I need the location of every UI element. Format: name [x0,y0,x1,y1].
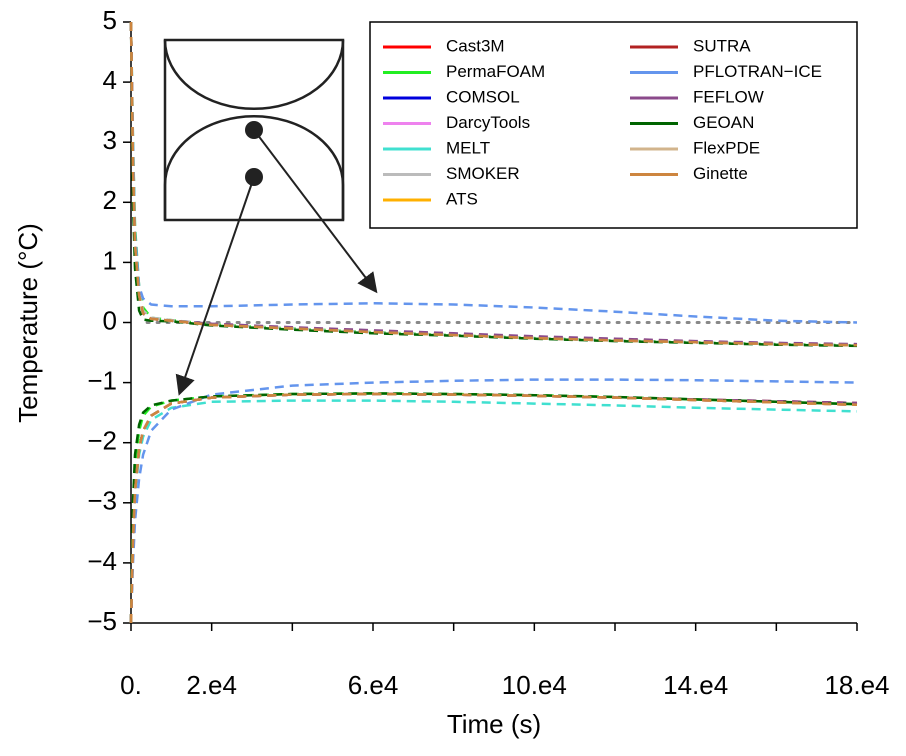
x-tick-label: 10.e4 [502,670,567,700]
series-line [129,392,858,624]
y-tick-label: −1 [87,365,117,395]
y-tick-label: −3 [87,486,117,516]
y-tick-label: −4 [87,546,117,576]
series-line [129,392,858,624]
inset-arrow [253,129,378,294]
x-tick-label: 2.e4 [186,670,237,700]
series-line [129,392,858,624]
legend-label: DarcyTools [446,113,530,132]
legend-box [369,21,858,229]
y-tick-label: 0 [103,305,117,335]
y-tick-label: 3 [103,125,117,155]
inset-schematic [163,38,378,396]
series-line [129,399,858,624]
legend-label: Cast3M [446,36,505,55]
y-tick-label: −5 [87,606,117,636]
series-line [129,392,858,624]
legend-label: MELT [446,138,490,157]
legend-label: FEFLOW [693,87,764,106]
y-tick-label: 2 [103,185,117,215]
legend-label: COMSOL [446,87,520,106]
legend-label: ATS [446,189,478,208]
y-tick-label: −2 [87,426,117,456]
series-line [129,392,858,624]
series-line [129,392,858,624]
inset-arc [163,114,345,220]
series-line [129,21,858,348]
x-tick-label: 0. [120,670,142,700]
legend-label: SUTRA [693,36,751,55]
series-line [129,392,858,624]
x-tick-label: 6.e4 [348,670,399,700]
plot-area: −5 −4 −3 −2 −1 0 1 2 3 4 5 0. 2.e4 6.e4 10.e4 14.e4 18.e… [87,5,889,700]
x-tick-label: 14.e4 [663,670,728,700]
inset-arrow [175,176,255,396]
legend-label: PFLOTRAN−ICE [693,62,822,81]
legend-label: PermaFOAM [446,62,545,81]
legend: Cast3M PermaFOAM COMSOL DarcyTools MELT SMOKE… [383,36,822,208]
y-tick-label: 4 [103,65,117,95]
series-line [129,392,858,624]
y-tick-label: 5 [103,5,117,35]
legend-label: SMOKER [446,164,520,183]
series-line [129,21,858,347]
legend-label: FlexPDE [693,138,760,157]
x-tick-label: 18.e4 [824,670,889,700]
y-tick-label: 1 [103,245,117,275]
x-axis-label: Time (s) [447,709,541,739]
y-axis-label: Temperature (°C) [13,223,43,423]
series-line [129,392,858,624]
series-line [129,378,858,624]
legend-label: Ginette [693,164,748,183]
series-line [129,392,858,624]
inset-arc [163,39,345,111]
series-line [129,392,858,624]
legend-label: GEOAN [693,113,754,132]
